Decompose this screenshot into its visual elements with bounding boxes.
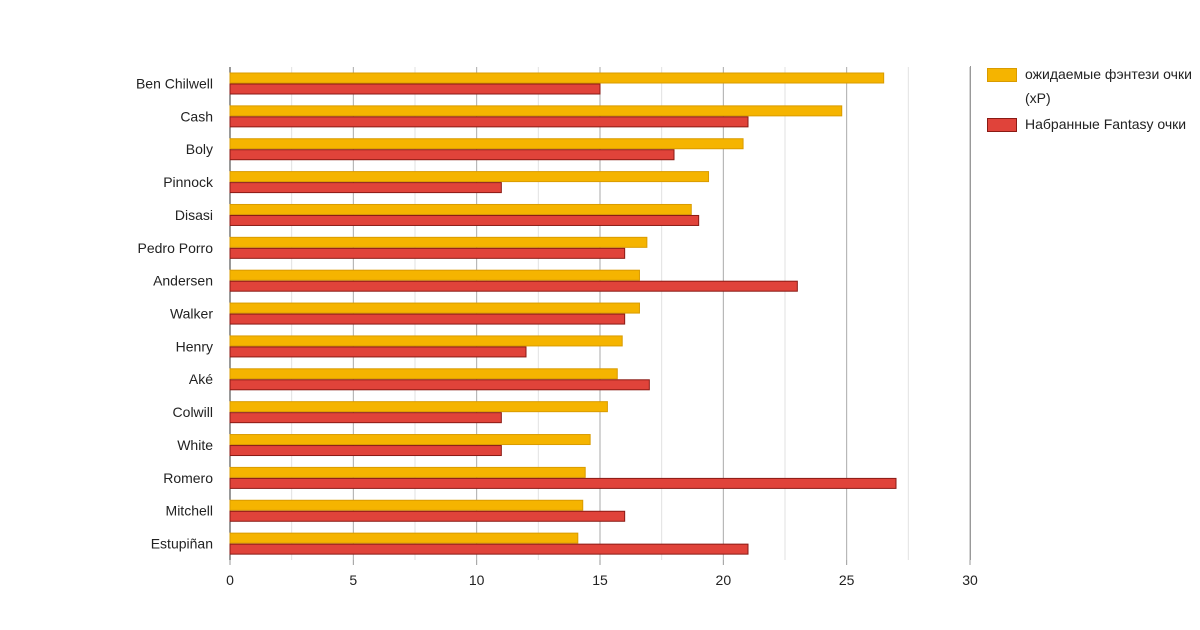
bar-xp	[229, 203, 692, 215]
bar-points	[229, 247, 626, 259]
bar-xp	[229, 138, 744, 150]
bar-points	[229, 313, 626, 325]
bar-points	[229, 543, 749, 555]
x-tick-label: 30	[962, 572, 978, 588]
bar-points	[229, 149, 675, 161]
category-label: Estupiñan	[151, 536, 213, 552]
bar-points	[229, 214, 700, 226]
category-label: White	[177, 437, 213, 453]
bar-xp	[229, 532, 579, 544]
bar-xp	[229, 302, 640, 314]
x-tick-label: 10	[469, 572, 485, 588]
bar-points	[229, 182, 502, 194]
category-label: Boly	[186, 141, 213, 157]
bar-xp	[229, 335, 623, 347]
bar-points	[229, 412, 502, 424]
bar-points	[229, 116, 749, 128]
bar-xp	[229, 401, 608, 413]
category-label: Pinnock	[163, 174, 214, 190]
x-tick-label: 0	[226, 572, 234, 588]
x-tick-label: 20	[716, 572, 732, 588]
category-label: Walker	[170, 306, 213, 322]
bar-xp	[229, 72, 885, 84]
bar-points	[229, 83, 601, 95]
legend-item-xp: ожидаемые фэнтези очки (xP)	[987, 66, 1195, 110]
category-label: Andersen	[153, 273, 213, 289]
category-label: Aké	[189, 371, 213, 387]
bar-points	[229, 477, 897, 489]
bar-points	[229, 346, 527, 358]
category-label: Cash	[180, 108, 213, 124]
bar-points	[229, 280, 798, 292]
category-label: Pedro Porro	[138, 240, 214, 256]
bar-points	[229, 510, 626, 522]
bar-xp	[229, 269, 640, 281]
x-tick-label: 25	[839, 572, 855, 588]
category-label: Disasi	[175, 207, 213, 223]
bar-xp	[229, 105, 843, 117]
legend-swatch-points	[987, 118, 1017, 132]
bar-xp	[229, 499, 584, 511]
bar-xp	[229, 466, 586, 478]
category-label: Romero	[163, 470, 213, 486]
bar-xp	[229, 171, 710, 183]
legend: ожидаемые фэнтези очки (xP) Набранные Fa…	[970, 66, 1195, 560]
legend-item-points: Набранные Fantasy очки	[987, 116, 1195, 136]
bar-xp	[229, 368, 618, 380]
x-tick-label: 15	[592, 572, 608, 588]
category-label: Henry	[176, 338, 213, 354]
legend-swatch-xp	[987, 68, 1017, 82]
bar-xp	[229, 434, 591, 446]
category-label: Ben Chilwell	[136, 75, 213, 91]
category-label: Mitchell	[166, 503, 213, 519]
legend-label-xp: ожидаемые фэнтези очки (xP)	[1025, 66, 1192, 106]
bar-points	[229, 379, 650, 391]
category-label: Colwill	[173, 404, 213, 420]
x-tick-label: 5	[349, 572, 357, 588]
bar-points	[229, 445, 502, 457]
bar-xp	[229, 236, 648, 248]
legend-label-points: Набранные Fantasy очки	[1025, 116, 1187, 132]
